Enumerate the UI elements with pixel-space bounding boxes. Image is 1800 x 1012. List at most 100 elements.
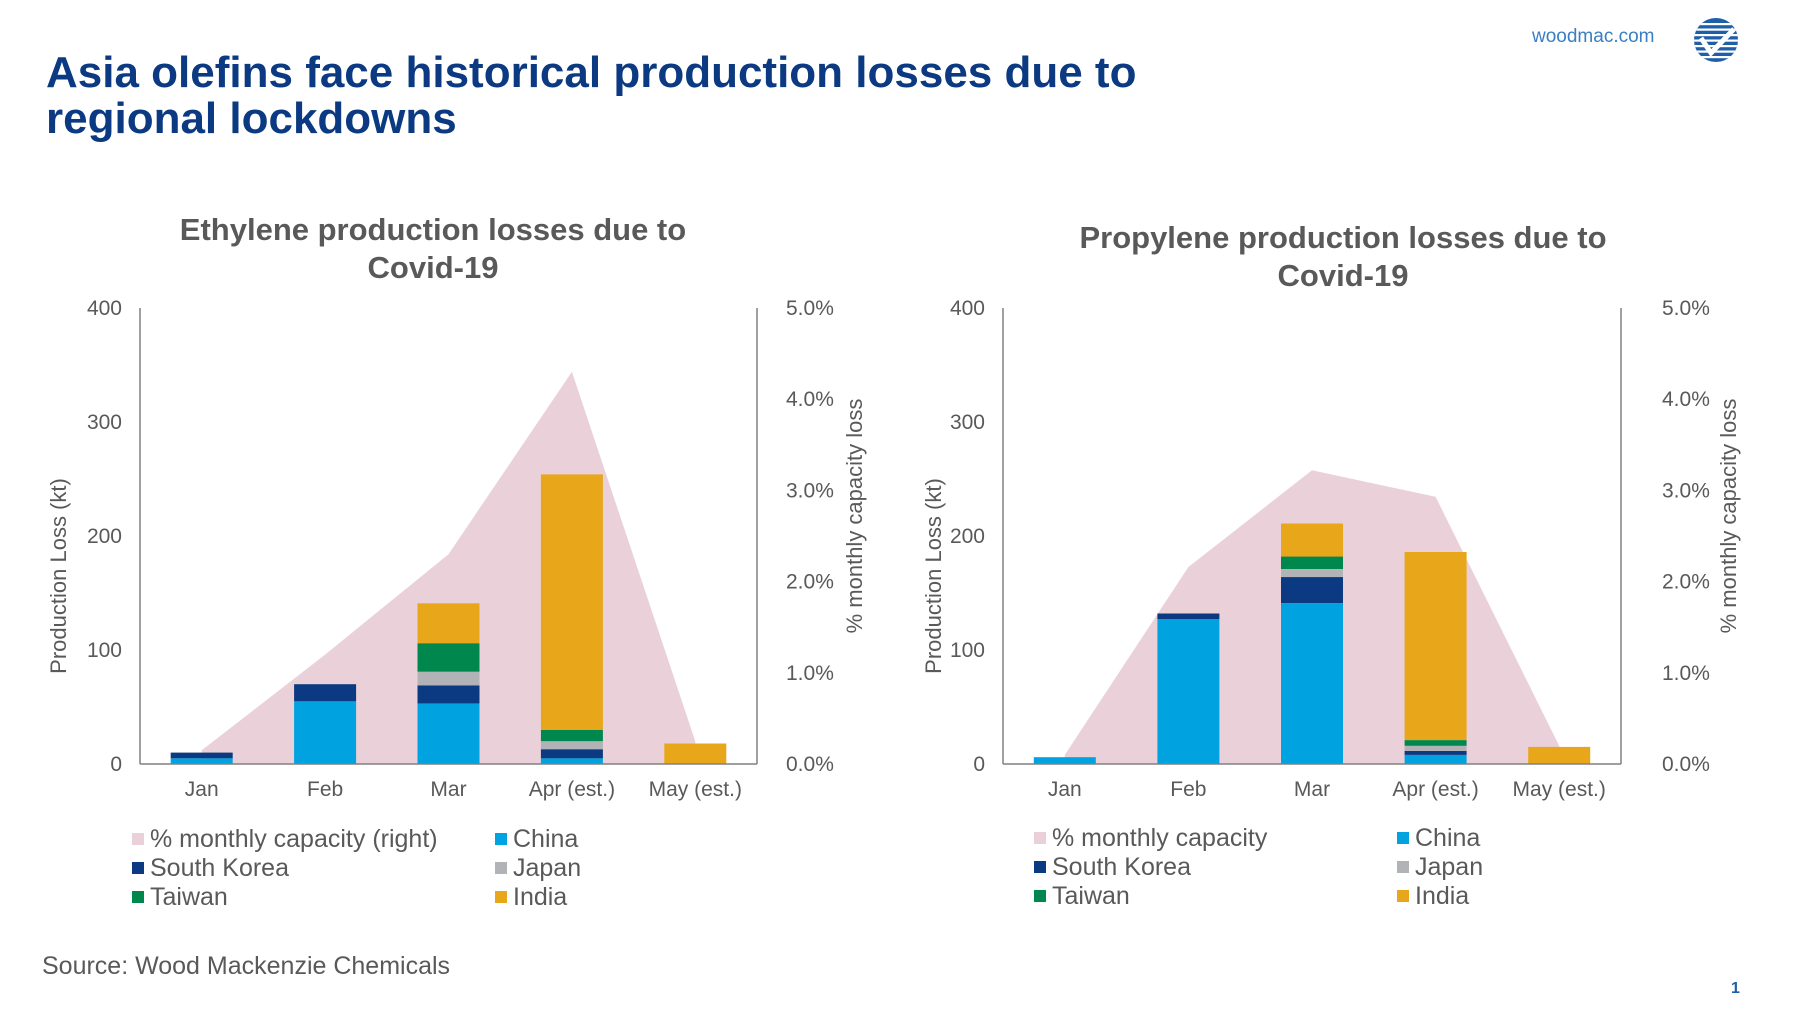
legend-label: % monthly capacity	[1052, 824, 1268, 852]
chart-title-line-1: Propylene production losses due to	[1079, 220, 1606, 255]
bar-segment-india-may-est	[664, 743, 727, 764]
legend-swatch-japan	[1397, 861, 1409, 873]
x-tick-label: Jan	[185, 778, 219, 801]
page-number: 1	[1731, 980, 1740, 997]
chart-title-line-1: Ethylene production losses due to	[180, 212, 686, 247]
legend-label: Japan	[513, 854, 581, 882]
legend-label: India	[1415, 882, 1469, 910]
y-tick-label: 300	[950, 411, 985, 434]
y-tick-label: 400	[87, 297, 122, 320]
bar-segment-india-apr-est	[540, 474, 603, 730]
bar-segment-south-korea-feb	[294, 684, 357, 702]
bar-segment-china-mar	[417, 703, 480, 764]
y2-tick-label: 5.0%	[786, 297, 834, 320]
x-tick-label: Feb	[307, 778, 343, 801]
bar-segment-japan-mar	[1281, 569, 1343, 578]
bar-segment-china-feb	[294, 701, 357, 764]
ethylene-chart: Ethylene production losses due toCovid-1…	[46, 212, 867, 911]
x-tick-label: Jan	[1048, 778, 1082, 801]
y2-tick-label: 3.0%	[1662, 479, 1710, 502]
legend-label: % monthly capacity (right)	[150, 825, 438, 853]
x-tick-label: Mar	[430, 778, 466, 801]
legend-label: Japan	[1415, 853, 1483, 881]
y2-tick-label: 0.0%	[786, 753, 834, 776]
bar-segment-china-jan	[1033, 757, 1096, 764]
bar-segment-taiwan-mar	[417, 643, 480, 672]
legend-label: China	[1415, 824, 1480, 852]
y2-tick-label: 4.0%	[1662, 388, 1710, 411]
bar-segment-taiwan-apr-est	[540, 729, 603, 742]
x-tick-label: Apr (est.)	[1392, 778, 1478, 801]
legend-swatch-japan	[495, 862, 507, 874]
y-tick-label: 400	[950, 297, 985, 320]
x-tick-label: May (est.)	[649, 778, 742, 801]
chart-title-line-2: Covid-19	[1278, 258, 1409, 293]
legend-label: Taiwan	[1052, 882, 1130, 910]
legend-swatch-china	[1397, 832, 1409, 844]
legend-swatch-capacity	[1034, 832, 1046, 844]
y-tick-label: 200	[87, 525, 122, 548]
bar-segment-south-korea-feb	[1157, 613, 1220, 620]
y2-tick-label: 5.0%	[1662, 297, 1710, 320]
slide-title: Asia olefins face historical production …	[46, 50, 1346, 142]
y2-tick-label: 1.0%	[786, 662, 834, 685]
y2-tick-label: 2.0%	[786, 571, 834, 594]
bar-segment-taiwan-mar	[1281, 556, 1343, 569]
bar-segment-south-korea-jan	[170, 752, 233, 759]
bar-segment-japan-mar	[417, 671, 480, 686]
legend-label: Taiwan	[150, 883, 228, 911]
bar-segment-india-mar	[417, 603, 480, 644]
bar-segment-south-korea-mar	[417, 685, 480, 704]
bar-segment-india-may-est	[1528, 746, 1591, 764]
bar-segment-south-korea-mar	[1281, 577, 1343, 604]
bar-segment-taiwan-apr-est	[1404, 740, 1467, 746]
source-note: Source: Wood Mackenzie Chemicals	[42, 952, 451, 980]
y-axis-title: Production Loss (kt)	[46, 478, 71, 674]
slide-title-line-2: regional lockdowns	[46, 94, 457, 143]
bar-segment-india-apr-est	[1404, 552, 1467, 741]
y2-tick-label: 1.0%	[1662, 662, 1710, 685]
legend-label: South Korea	[1052, 853, 1191, 881]
legend-label: South Korea	[150, 854, 289, 882]
bar-segment-china-feb	[1157, 619, 1220, 764]
slide-title-line-1: Asia olefins face historical production …	[46, 48, 1137, 97]
bar-segment-india-mar	[1281, 523, 1343, 557]
legend-swatch-south-korea	[1034, 861, 1046, 873]
y-axis-title: Production Loss (kt)	[921, 478, 946, 674]
legend-swatch-china	[495, 833, 507, 845]
x-tick-label: Feb	[1170, 778, 1206, 801]
chart-title-line-2: Covid-19	[368, 250, 499, 285]
bar-segment-china-apr-est	[1404, 754, 1467, 764]
legend-swatch-india	[1397, 890, 1409, 902]
y-tick-label: 200	[950, 525, 985, 548]
y-tick-label: 0	[973, 753, 985, 776]
y2-tick-label: 4.0%	[786, 388, 834, 411]
legend-label: China	[513, 825, 578, 853]
legend-swatch-india	[495, 891, 507, 903]
woodmac-site-link[interactable]: woodmac.com	[1532, 26, 1655, 47]
bar-segment-japan-apr-est	[1404, 745, 1467, 751]
y-tick-label: 300	[87, 411, 122, 434]
y-tick-label: 100	[950, 639, 985, 662]
y2-tick-label: 2.0%	[1662, 571, 1710, 594]
bar-segment-china-jan	[170, 758, 233, 764]
y2-tick-label: 3.0%	[786, 479, 834, 502]
x-tick-label: Mar	[1294, 778, 1330, 801]
y-tick-label: 100	[87, 639, 122, 662]
x-tick-label: May (est.)	[1513, 778, 1606, 801]
x-tick-label: Apr (est.)	[529, 778, 615, 801]
bar-segment-south-korea-apr-est	[1404, 750, 1467, 755]
y2-axis-title: % monthly capacity loss	[842, 399, 867, 634]
legend-swatch-south-korea	[132, 862, 144, 874]
legend-swatch-taiwan	[132, 891, 144, 903]
y2-axis-title: % monthly capacity loss	[1716, 399, 1741, 634]
legend-swatch-capacity	[132, 833, 144, 845]
y-tick-label: 0	[110, 753, 122, 776]
bar-segment-japan-apr-est	[540, 741, 603, 750]
y2-tick-label: 0.0%	[1662, 753, 1710, 776]
bar-segment-south-korea-apr-est	[540, 749, 603, 759]
bar-segment-china-mar	[1281, 603, 1343, 764]
bar-segment-china-apr-est	[540, 758, 603, 764]
legend-swatch-taiwan	[1034, 890, 1046, 902]
woodmac-logo-icon	[1694, 18, 1738, 62]
